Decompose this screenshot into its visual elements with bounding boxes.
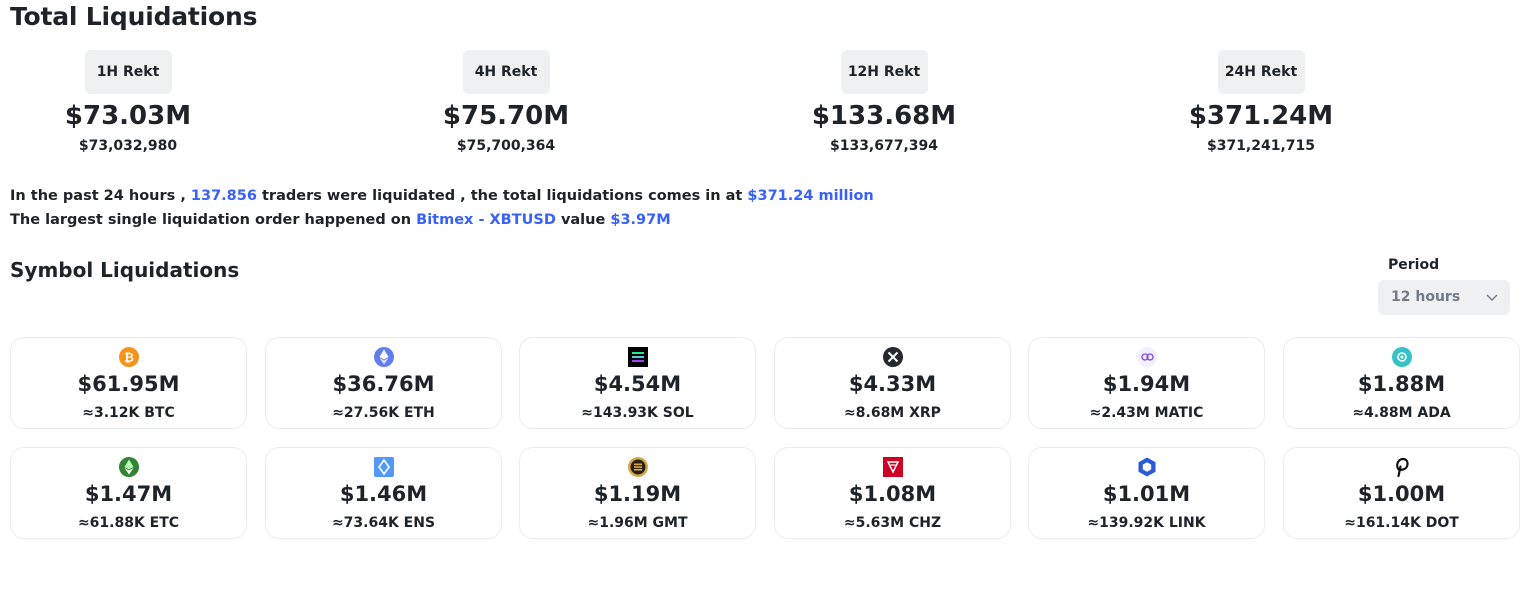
rekt-stat-12h: 12H Rekt $133.68M $133,677,394 xyxy=(764,50,1004,155)
total-liquidations: $371.24 million xyxy=(747,188,874,204)
symbol-value: $36.76M xyxy=(332,372,435,396)
rekt-tab-1h[interactable]: 1H Rekt xyxy=(84,50,172,94)
rekt-exact: $73,032,980 xyxy=(78,138,178,154)
symbol-card-gmt[interactable]: $1.19M ≈1.96M GMT xyxy=(519,447,756,539)
rekt-stats: 1H Rekt $73.03M $73,032,980 4H Rekt $75.… xyxy=(10,50,1522,162)
summary-text: traders were liquidated , the total liqu… xyxy=(256,188,748,204)
summary-text: The largest single liquidation order hap… xyxy=(10,212,417,228)
symbol-amount: ≈1.96M GMT xyxy=(587,515,688,531)
summary-text: In the past 24 hours , xyxy=(10,188,191,204)
symbol-card-link[interactable]: $1.01M ≈139.92K LINK xyxy=(1028,447,1265,539)
rekt-value: $133.68M xyxy=(811,101,957,131)
symbol-value: $1.94M xyxy=(1102,372,1191,396)
symbol-amount: ≈4.88M ADA xyxy=(1352,405,1451,421)
gmt-icon xyxy=(628,457,648,477)
rekt-tab-4h[interactable]: 4H Rekt xyxy=(462,50,550,94)
traders-count: 137.856 xyxy=(190,188,257,204)
symbol-value: $1.08M xyxy=(848,482,937,506)
symbol-card-eth[interactable]: $36.76M ≈27.56K ETH xyxy=(265,337,502,429)
section-title: Symbol Liquidations xyxy=(10,258,240,282)
chz-icon xyxy=(883,457,903,477)
ada-icon xyxy=(1392,347,1412,367)
eth-icon xyxy=(374,347,394,367)
summary-line-1: In the past 24 hours , 137.856 traders w… xyxy=(10,184,874,208)
chevron-down-icon xyxy=(1486,294,1498,301)
link-icon xyxy=(1138,457,1156,477)
rekt-stat-24h: 24H Rekt $371.24M $371,241,715 xyxy=(1141,50,1381,155)
symbol-value: $61.95M xyxy=(77,372,180,396)
symbol-amount: ≈73.64K ENS xyxy=(331,515,436,531)
rekt-stat-4h: 4H Rekt $75.70M $75,700,364 xyxy=(386,50,626,155)
symbol-card-chz[interactable]: $1.08M ≈5.63M CHZ xyxy=(774,447,1011,539)
symbol-value: $1.01M xyxy=(1102,482,1191,506)
page-title: Total Liquidations xyxy=(10,2,258,31)
symbol-value: $1.19M xyxy=(593,482,682,506)
largest-value: $3.97M xyxy=(610,212,671,228)
rekt-exact: $75,700,364 xyxy=(456,138,556,154)
rekt-value: $73.03M xyxy=(64,101,192,131)
symbol-amount: ≈2.43M MATIC xyxy=(1089,405,1204,421)
symbol-value: $1.88M xyxy=(1357,372,1446,396)
symbol-card-dot[interactable]: $1.00M ≈161.14K DOT xyxy=(1283,447,1520,539)
svg-text:₿: ₿ xyxy=(124,351,134,365)
symbol-amount: ≈3.12K BTC xyxy=(82,405,175,421)
symbol-amount: ≈143.93K SOL xyxy=(581,405,694,421)
liquidation-summary: In the past 24 hours , 137.856 traders w… xyxy=(10,184,874,232)
rekt-value: $371.24M xyxy=(1188,101,1334,131)
etc-icon xyxy=(119,457,139,477)
btc-icon: ₿ xyxy=(119,347,139,367)
rekt-tab-24h[interactable]: 24H Rekt xyxy=(1217,50,1305,94)
symbol-value: $1.46M xyxy=(339,482,428,506)
symbol-card-etc[interactable]: $1.47M ≈61.88K ETC xyxy=(10,447,247,539)
symbol-value: $4.33M xyxy=(848,372,937,396)
symbol-value: $1.47M xyxy=(84,482,173,506)
symbol-amount: ≈61.88K ETC xyxy=(77,515,180,531)
summary-line-2: The largest single liquidation order hap… xyxy=(10,208,874,232)
symbol-card-ens[interactable]: $1.46M ≈73.64K ENS xyxy=(265,447,502,539)
period-select[interactable]: 12 hours xyxy=(1378,280,1510,315)
sol-icon xyxy=(628,347,648,367)
symbol-value: $1.00M xyxy=(1357,482,1446,506)
symbol-amount: ≈139.92K LINK xyxy=(1087,515,1206,531)
rekt-exact: $371,241,715 xyxy=(1206,138,1316,154)
symbol-card-btc[interactable]: ₿ $61.95M ≈3.12K BTC xyxy=(10,337,247,429)
symbol-amount: ≈161.14K DOT xyxy=(1344,515,1459,531)
ens-icon xyxy=(374,457,394,477)
rekt-value: $75.70M xyxy=(442,101,570,131)
period-label: Period xyxy=(1388,257,1440,273)
symbol-card-xrp[interactable]: $4.33M ≈8.68M XRP xyxy=(774,337,1011,429)
rekt-tab-12h[interactable]: 12H Rekt xyxy=(840,50,928,94)
symbol-card-matic[interactable]: $1.94M ≈2.43M MATIC xyxy=(1028,337,1265,429)
period-selected: 12 hours xyxy=(1391,289,1461,305)
symbol-value: $4.54M xyxy=(593,372,682,396)
rekt-exact: $133,677,394 xyxy=(829,138,939,154)
summary-text: value xyxy=(555,212,611,228)
dot-icon xyxy=(1396,457,1409,478)
symbol-amount: ≈5.63M CHZ xyxy=(843,515,942,531)
rekt-stat-1h: 1H Rekt $73.03M $73,032,980 xyxy=(8,50,248,155)
symbol-amount: ≈27.56K ETH xyxy=(332,405,435,421)
matic-icon xyxy=(1137,347,1157,367)
exchange-link[interactable]: Bitmex - XBTUSD xyxy=(416,212,556,228)
symbol-card-ada[interactable]: $1.88M ≈4.88M ADA xyxy=(1283,337,1520,429)
symbol-card-sol[interactable]: $4.54M ≈143.93K SOL xyxy=(519,337,756,429)
symbol-amount: ≈8.68M XRP xyxy=(844,405,941,421)
xrp-icon xyxy=(883,347,903,367)
